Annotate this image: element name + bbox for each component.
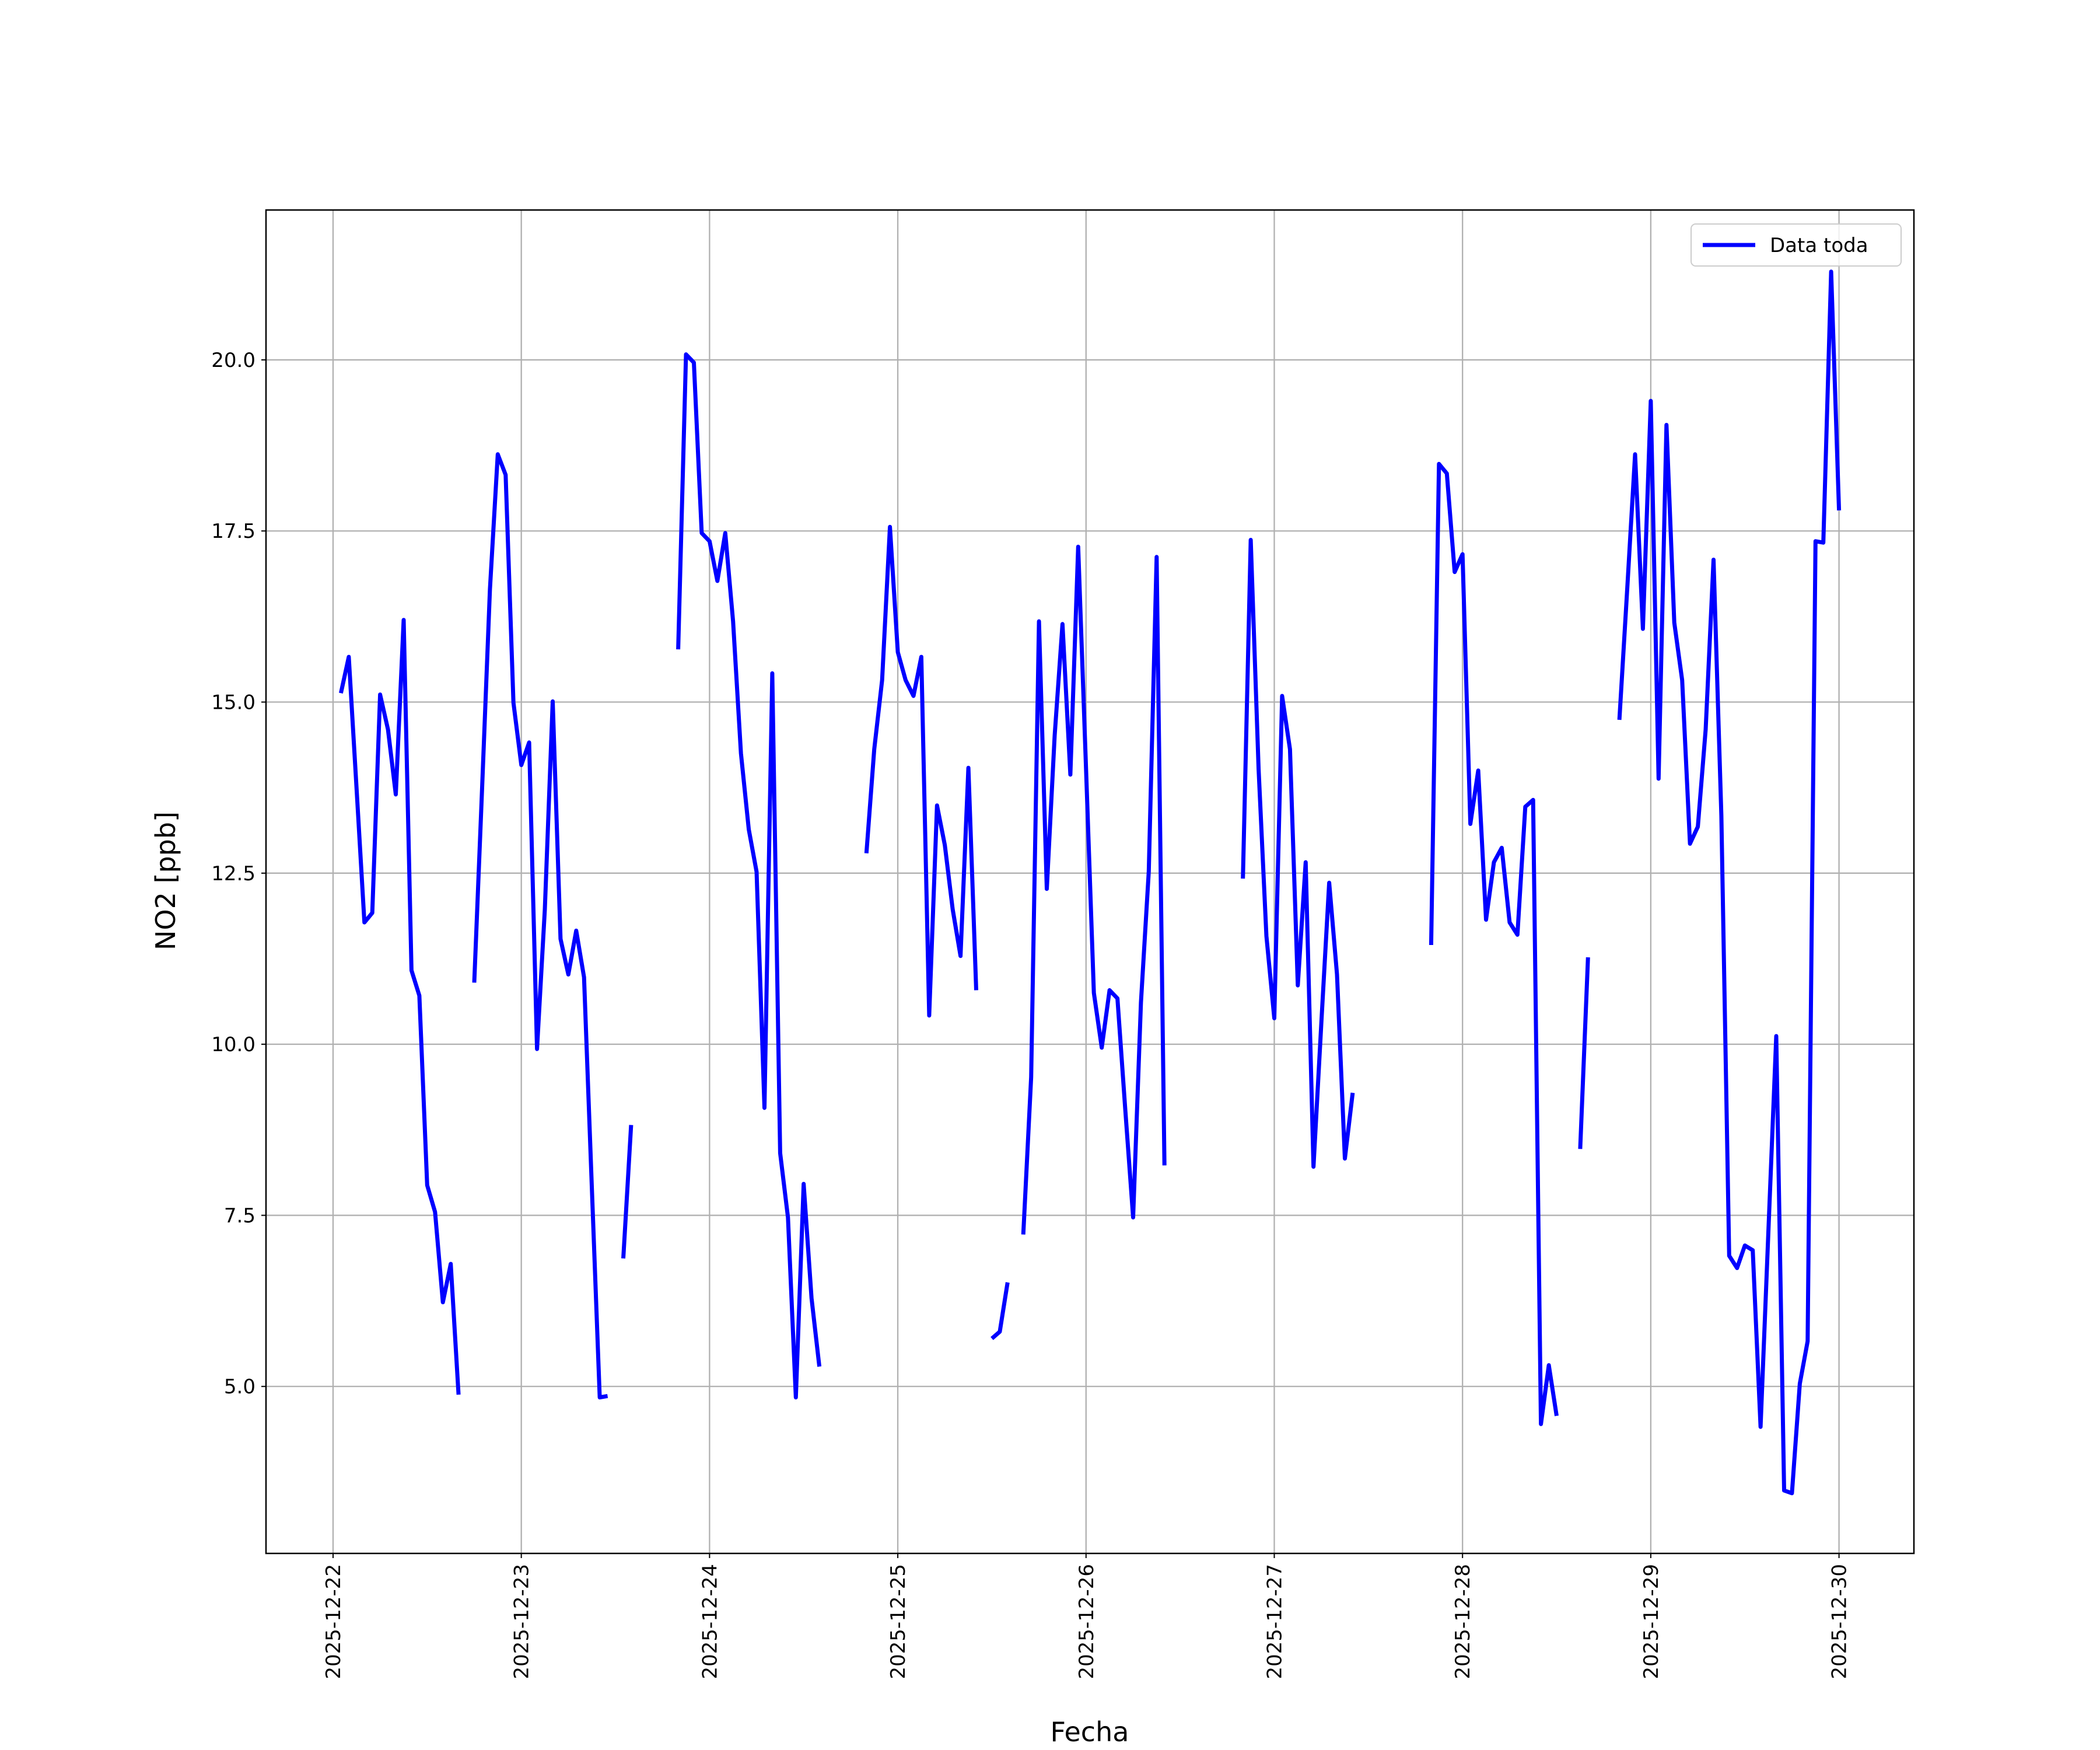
y-tick-label: 17.5 [211, 520, 256, 543]
x-tick-label: 2025-12-27 [1263, 1564, 1286, 1679]
x-tick-label: 2025-12-26 [1075, 1564, 1098, 1679]
y-tick-label: 12.5 [211, 862, 256, 886]
x-tick-label: 2025-12-22 [322, 1564, 345, 1679]
y-tick-label: 5.0 [224, 1376, 256, 1399]
x-tick-label: 2025-12-25 [887, 1564, 910, 1679]
y-tick-label: 20.0 [211, 349, 256, 372]
x-tick-label: 2025-12-29 [1640, 1564, 1663, 1679]
x-tick-label: 2025-12-28 [1451, 1564, 1475, 1679]
x-tick-label: 2025-12-24 [698, 1564, 722, 1679]
y-tick-label: 15.0 [211, 691, 256, 715]
x-tick-label: 2025-12-23 [510, 1564, 534, 1679]
legend-box [1690, 223, 1902, 267]
legend-label: Data toda [1770, 234, 1868, 257]
data-line [338, 270, 1842, 1496]
x-tick-label: 2025-12-30 [1828, 1564, 1852, 1679]
x-axis-label: Fecha [1051, 1716, 1129, 1748]
plot-frame [265, 209, 1915, 1555]
y-tick-label: 7.5 [224, 1204, 256, 1227]
y-axis-label: NO2 [ppb] [150, 811, 181, 950]
y-tick-label: 10.0 [211, 1033, 256, 1056]
